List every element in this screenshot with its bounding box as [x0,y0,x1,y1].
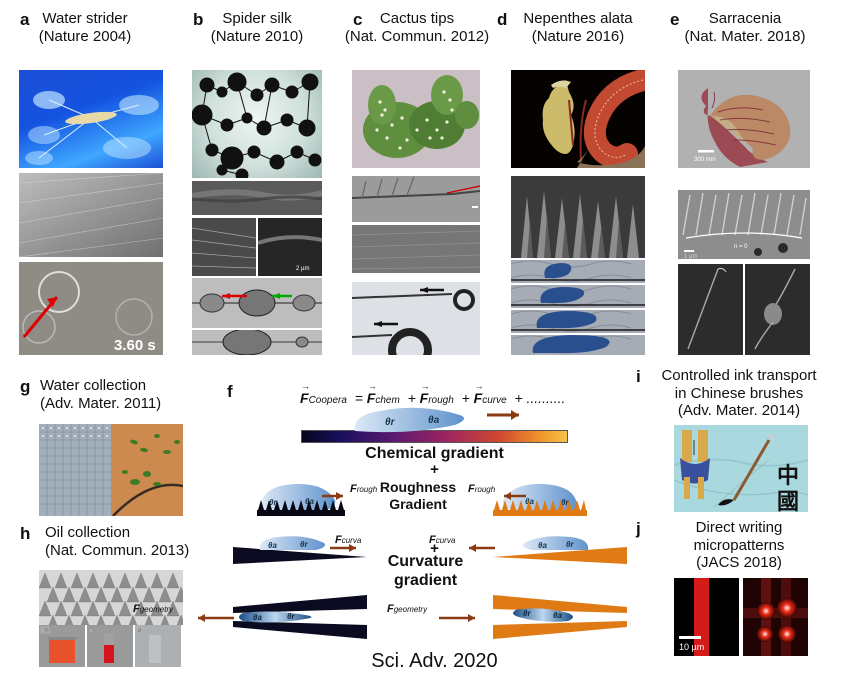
svg-text:θr: θr [566,540,574,549]
svg-text:d: d [138,628,141,634]
svg-text:國: 國 [777,489,799,512]
svg-text:b: b [42,628,45,634]
svg-text:10 µm: 10 µm [679,642,704,652]
svg-text:中: 中 [777,463,799,488]
svg-text:θr: θr [385,417,396,428]
svg-text:θa: θa [253,613,262,622]
svg-text:θa: θa [268,541,277,550]
svg-text:300 mm: 300 mm [694,157,716,163]
svg-text:θa: θa [553,611,562,620]
svg-text:3.60 s: 3.60 s [114,337,156,354]
svg-text:θa: θa [538,541,547,550]
svg-text:1 µm: 1 µm [684,254,697,259]
svg-text:θr: θr [287,612,295,621]
svg-text:θr: θr [523,609,531,618]
svg-text:θr: θr [300,540,308,549]
svg-text:n = 0: n = 0 [734,244,748,250]
svg-text:2 µm: 2 µm [296,266,309,272]
svg-text:θa: θa [428,415,440,426]
